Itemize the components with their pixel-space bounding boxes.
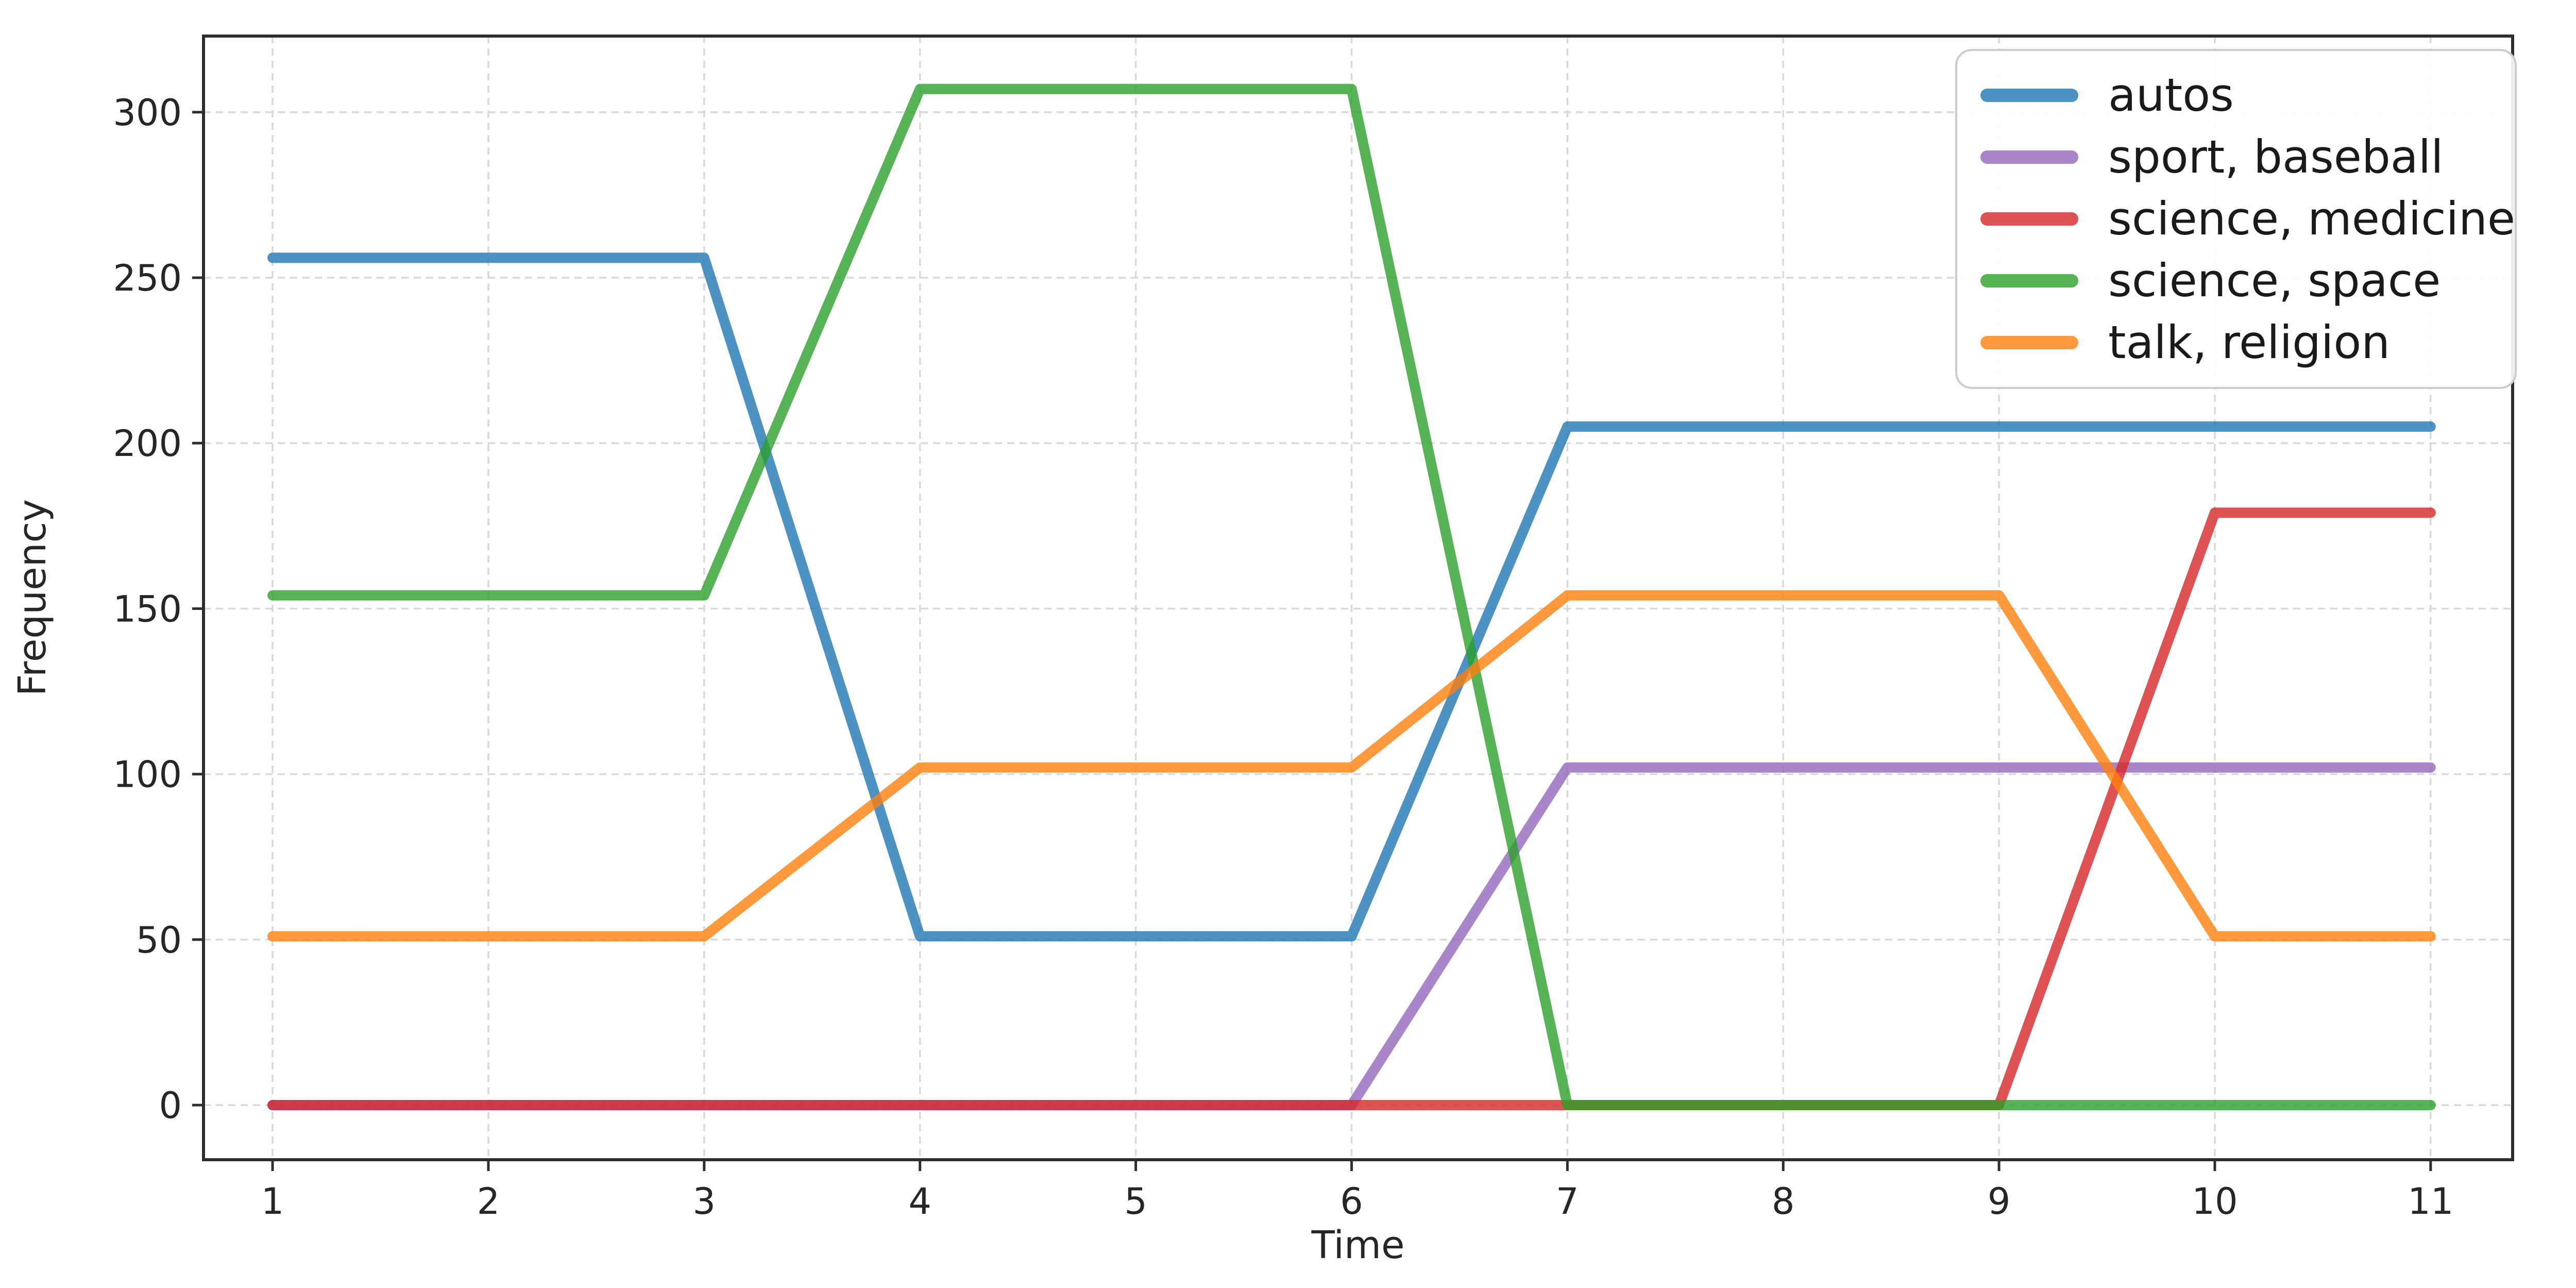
series-layer [267, 83, 2436, 1111]
legend-swatch-science-space [1980, 274, 2078, 287]
x-tick-label: 3 [693, 1180, 716, 1223]
legend-label: sport, baseball [2108, 130, 2444, 183]
legend-label: science, medicine [2108, 192, 2515, 245]
legend-swatch-science-medicine [1980, 212, 2078, 226]
legend-label: autos [2108, 69, 2234, 122]
series-line-science-medicine [267, 507, 2436, 1111]
x-tick-label: 2 [477, 1180, 500, 1223]
x-tick-label: 9 [1988, 1180, 2011, 1223]
x-tick-label: 4 [908, 1180, 931, 1223]
x-axis-label: Time [1311, 1223, 1404, 1267]
legend-item-science-medicine: science, medicine [1980, 196, 2515, 242]
x-tick-label: 5 [1124, 1180, 1147, 1223]
y-tick-label: 100 [113, 754, 182, 796]
x-tick-label: 8 [1772, 1180, 1795, 1223]
legend-swatch-sport-baseball [1980, 150, 2078, 164]
legend-label: science, space [2108, 254, 2441, 307]
y-axis-label: Frequency [10, 499, 55, 696]
legend-item-sport-baseball: sport, baseball [1980, 134, 2492, 180]
y-tick-label: 200 [113, 422, 182, 465]
series-line-autos [267, 252, 2436, 942]
x-tick-label: 1 [261, 1180, 284, 1223]
y-tick-label: 0 [159, 1084, 182, 1127]
x-tick-label: 7 [1556, 1180, 1579, 1223]
plot-border [202, 35, 2514, 1161]
tick-layer: 1 2 3 4 5 6 7 8 9 10 11 0 50 100 150 200 250 300 [113, 92, 2453, 1223]
legend-item-autos: autos [1980, 73, 2492, 118]
legend-swatch-talk-religion [1980, 336, 2078, 349]
legend-item-talk-religion: talk, religion [1980, 320, 2492, 365]
legend-swatch-autos [1980, 89, 2078, 102]
series-line-science-space [267, 83, 2436, 1111]
legend-item-science-space: science, space [1980, 258, 2492, 303]
x-tick-label: 10 [2192, 1180, 2238, 1223]
y-tick-label: 250 [113, 257, 182, 299]
series-line-talk-religion [267, 590, 2436, 942]
y-tick-label: 300 [113, 92, 182, 134]
x-tick-label: 6 [1340, 1180, 1363, 1223]
y-tick-label: 150 [113, 588, 182, 630]
legend: autos sport, baseball science, medicine sci… [1955, 49, 2517, 389]
legend-label: talk, religion [2108, 316, 2390, 369]
y-tick-label: 50 [136, 919, 182, 961]
x-tick-label: 11 [2408, 1180, 2453, 1223]
